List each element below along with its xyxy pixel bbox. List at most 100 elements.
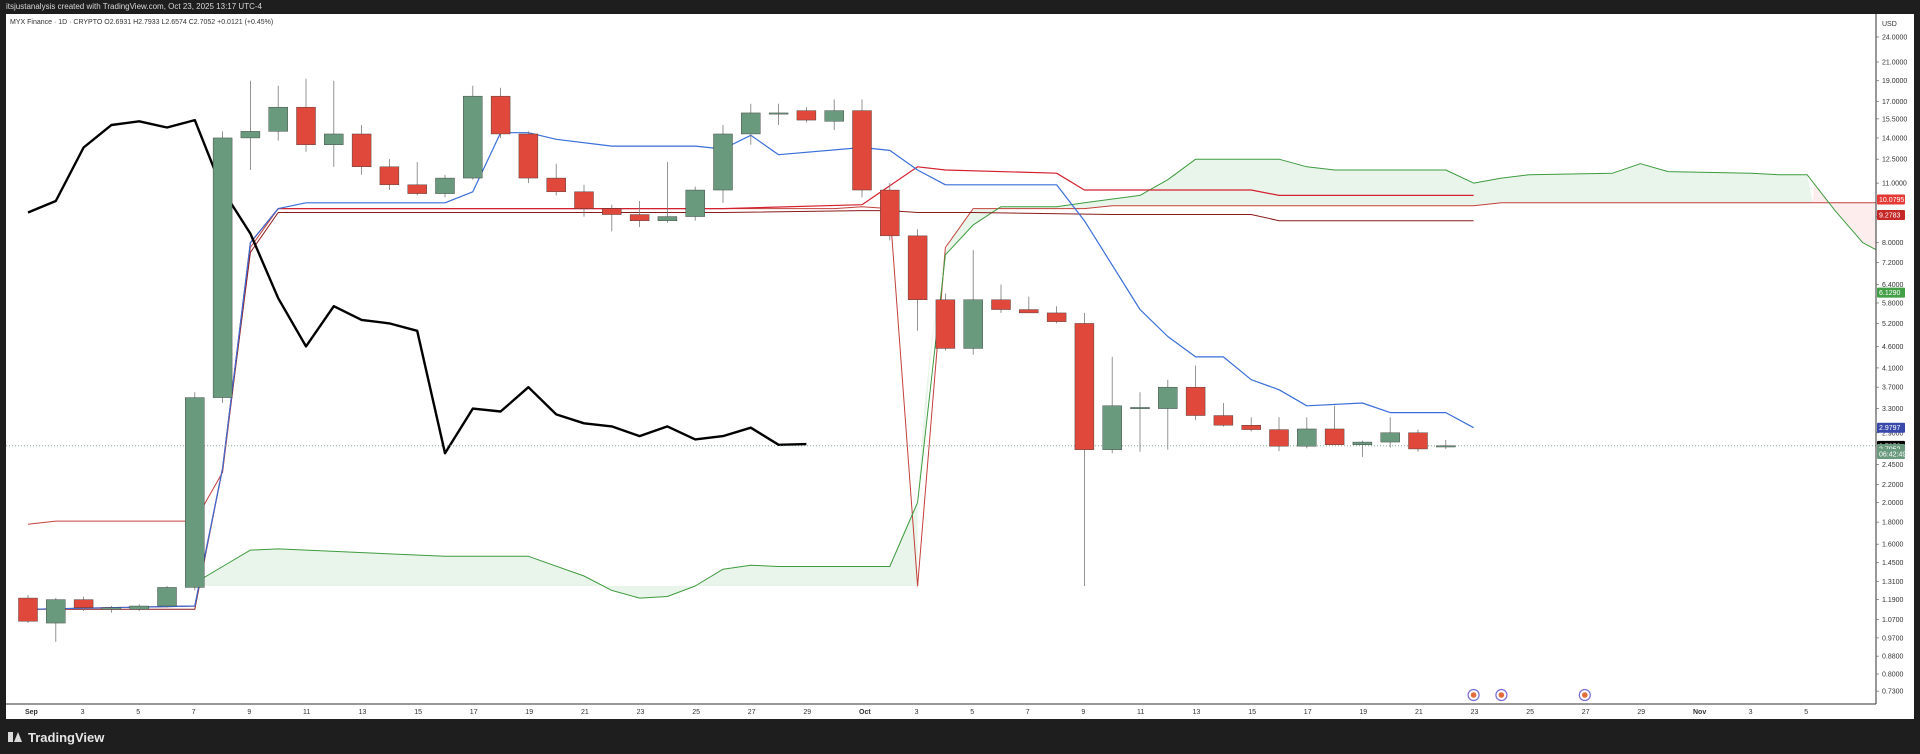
price-tick-label: 2.2000 bbox=[1882, 482, 1904, 489]
candle-body bbox=[685, 189, 705, 217]
plot-area bbox=[6, 78, 1876, 702]
time-axis-label: 17 bbox=[470, 709, 478, 716]
candle-body bbox=[212, 137, 233, 398]
candle-body bbox=[1297, 428, 1317, 447]
time-axis-label: Sep bbox=[25, 709, 38, 716]
time-axis-label: 11 bbox=[303, 709, 310, 716]
candle-body bbox=[768, 112, 789, 115]
chart-legend: MYX Finance · 1D · CRYPTO O2.6931 H2.793… bbox=[10, 19, 273, 26]
price-tick-label: 5.2000 bbox=[1882, 321, 1904, 328]
candle-body bbox=[518, 133, 539, 179]
time-axis-label: 21 bbox=[1415, 709, 1423, 716]
price-tick-label: 3.7000 bbox=[1882, 385, 1904, 392]
price-tick-label: 19.0000 bbox=[1882, 78, 1907, 85]
candle-body bbox=[880, 189, 900, 237]
price-tick-label: 7.2000 bbox=[1882, 260, 1904, 267]
candle-body bbox=[296, 106, 316, 145]
candle-body bbox=[1102, 405, 1122, 450]
candle-body bbox=[129, 605, 149, 610]
candle-body bbox=[73, 599, 94, 608]
candle-body bbox=[324, 133, 344, 145]
candle-body bbox=[1185, 386, 1206, 416]
candle-body bbox=[1408, 432, 1428, 450]
senkou-span-a-line bbox=[194, 158, 1876, 599]
price-tick-label: 0.8800 bbox=[1882, 654, 1904, 661]
price-tick-label: 6.4000 bbox=[1882, 282, 1904, 289]
candle-body bbox=[1380, 432, 1400, 443]
candle-body bbox=[1074, 323, 1095, 450]
time-axis-label: 21 bbox=[581, 709, 589, 716]
time-axis-label: 5 bbox=[970, 709, 974, 716]
price-tick-label: 2.0000 bbox=[1882, 500, 1904, 507]
time-axis-label: 9 bbox=[1081, 709, 1085, 716]
price-tick-label: 1.1900 bbox=[1882, 597, 1904, 604]
price-badge-label: 6.1290 bbox=[1879, 290, 1901, 297]
time-axis-label: 27 bbox=[748, 709, 756, 716]
candle-body bbox=[629, 214, 650, 221]
price-tick-label: 0.7300 bbox=[1882, 689, 1904, 696]
time-axis-label: 5 bbox=[136, 709, 140, 716]
price-tick-label: 1.0700 bbox=[1882, 617, 1904, 624]
time-axis-label: 19 bbox=[525, 709, 533, 716]
candle-body bbox=[101, 607, 122, 610]
price-tick-label: 4.6000 bbox=[1882, 344, 1904, 351]
price-tick-label: 2.4500 bbox=[1882, 462, 1904, 469]
candle-body bbox=[46, 599, 66, 624]
time-axis-label: 3 bbox=[1749, 709, 1753, 716]
price-chart[interactable]: USD 24.0000 21.0000 19.0000 17.0000 15.5000 14… bbox=[6, 14, 1914, 719]
event-marker-dot bbox=[1582, 692, 1588, 698]
candle-body bbox=[1130, 407, 1150, 409]
time-axis-label: 17 bbox=[1304, 709, 1312, 716]
candle-body bbox=[741, 112, 761, 135]
candle-body bbox=[1269, 429, 1289, 447]
time-axis-label: 23 bbox=[1471, 709, 1479, 716]
price-tick-label: 14.0000 bbox=[1882, 135, 1907, 142]
candle-body bbox=[268, 106, 288, 132]
time-axis-label: 29 bbox=[1637, 709, 1645, 716]
price-badge bbox=[1877, 448, 1905, 459]
candle-body bbox=[435, 177, 455, 194]
time-axis-label: 23 bbox=[637, 709, 645, 716]
candle-body bbox=[1324, 428, 1345, 445]
price-tick-label: 1.8000 bbox=[1882, 520, 1904, 527]
event-marker-dot bbox=[1498, 692, 1505, 698]
candle-body bbox=[574, 191, 594, 209]
chart-area[interactable]: USD 24.0000 21.0000 19.0000 17.0000 15.5000 14… bbox=[6, 14, 1914, 719]
price-tick-label: 15.5000 bbox=[1882, 116, 1907, 123]
time-axis-label: Oct bbox=[859, 709, 871, 716]
price-tick-label: 24.0000 bbox=[1882, 34, 1907, 41]
candle-body bbox=[490, 95, 511, 135]
price-tick-label: 1.4500 bbox=[1882, 560, 1904, 567]
candle-body bbox=[379, 166, 400, 186]
kijun-sen-line bbox=[27, 166, 1474, 610]
candle-body bbox=[240, 131, 261, 139]
ichimoku-cloud-upper bbox=[917, 159, 1813, 503]
time-axis-label: 25 bbox=[692, 709, 700, 716]
candle-body bbox=[185, 397, 205, 588]
ichimoku-cloud-bear bbox=[1812, 183, 1876, 250]
bottom-bar: TradingView bbox=[0, 719, 1920, 754]
time-axis-label: 27 bbox=[1582, 709, 1590, 716]
time-axis-label: Nov bbox=[1693, 709, 1706, 716]
price-tick-label: 1.6000 bbox=[1882, 542, 1904, 549]
tradingview-mark-icon bbox=[8, 732, 22, 742]
candle-body bbox=[713, 133, 733, 191]
price-tick-label: 0.8000 bbox=[1882, 671, 1904, 678]
time-axis-label: 13 bbox=[1193, 709, 1201, 716]
price-badge bbox=[1877, 287, 1905, 298]
price-badge-label: 9.2783 bbox=[1879, 212, 1901, 219]
candle-body bbox=[407, 184, 427, 194]
price-tick-label: 17.0000 bbox=[1882, 99, 1907, 106]
price-tick-label: 11.0000 bbox=[1882, 181, 1907, 188]
candle-body bbox=[963, 299, 983, 349]
price-tick-label: 12.5000 bbox=[1882, 157, 1907, 164]
price-badge bbox=[1877, 209, 1905, 220]
price-badge bbox=[1877, 422, 1905, 433]
time-axis-label: 15 bbox=[1248, 709, 1256, 716]
candle-body bbox=[546, 177, 566, 193]
candle-body bbox=[351, 133, 372, 168]
candle-body bbox=[852, 110, 872, 191]
tradingview-logo[interactable]: TradingView bbox=[8, 729, 104, 745]
candle-body bbox=[1213, 415, 1234, 426]
candle-body bbox=[463, 95, 483, 179]
